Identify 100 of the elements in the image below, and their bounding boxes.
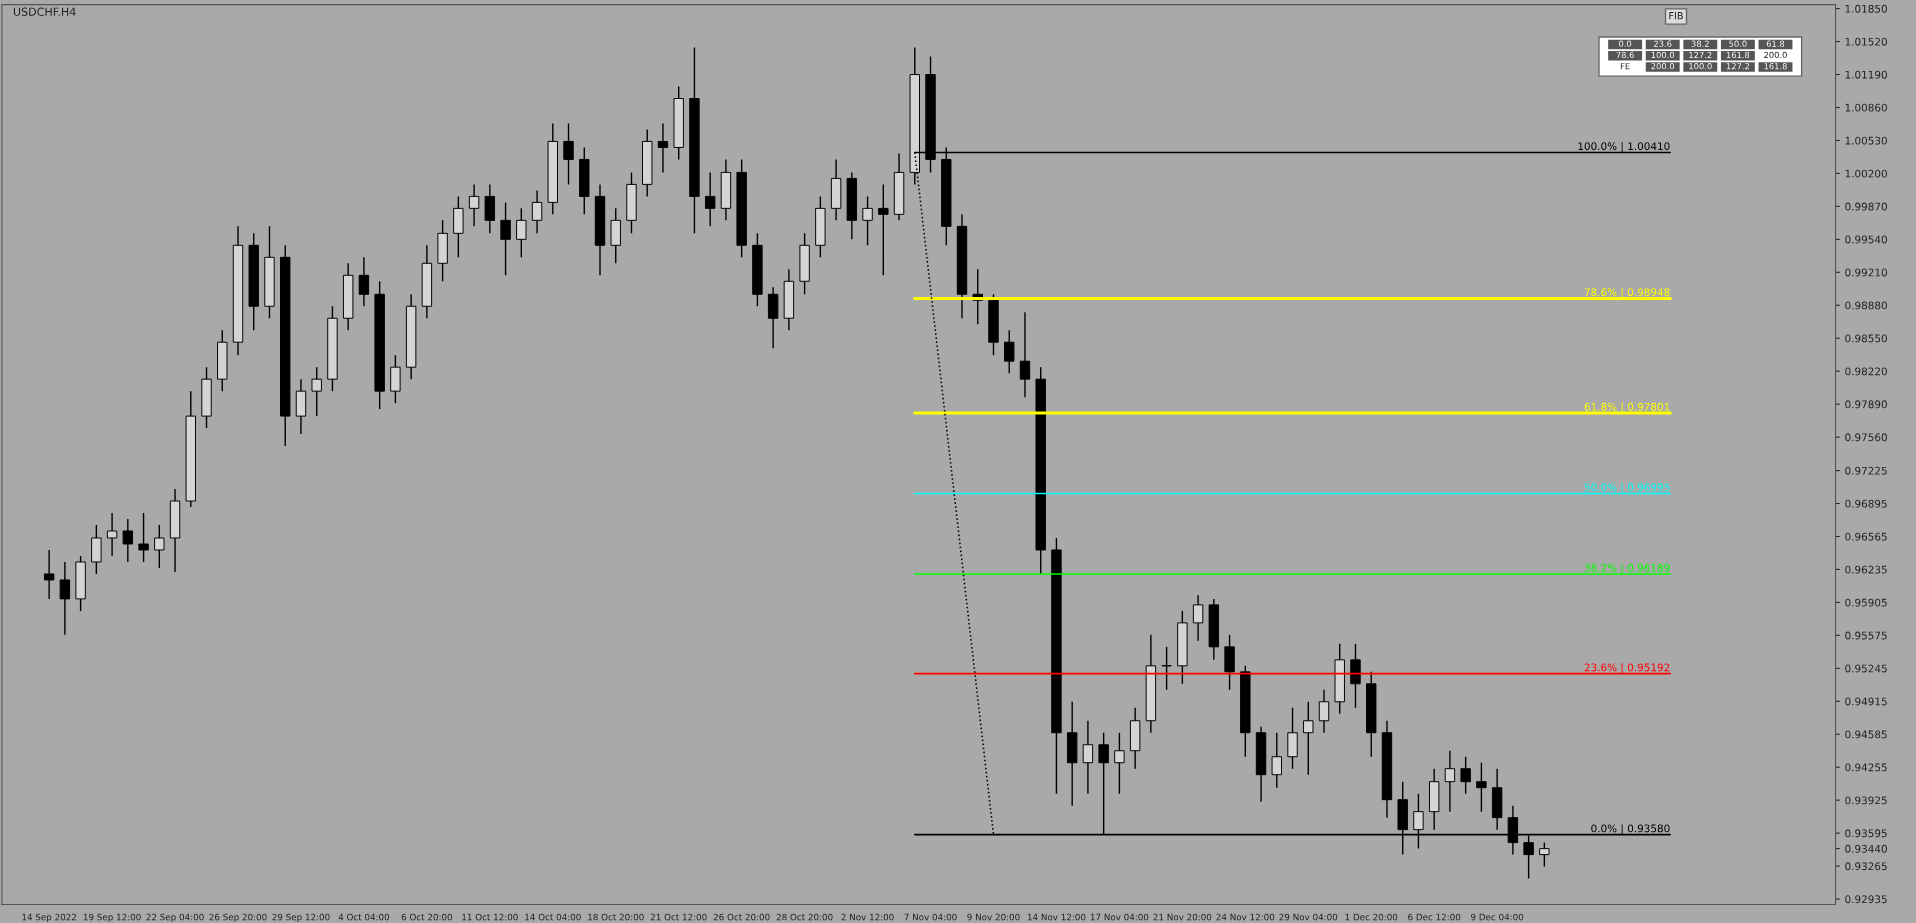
annotation: FIB	[1669, 12, 1683, 20]
y-tick-label: 0.94915	[1845, 697, 1887, 706]
x-tick-label: 14 Sep 2022	[22, 913, 76, 923]
candlestick	[106, 512, 118, 557]
x-tick-label: 21 Nov 20:00	[1153, 913, 1212, 921]
annotation: 100.0	[1689, 63, 1712, 70]
y-tick-label: 0.97890	[1845, 400, 1887, 409]
candlestick	[91, 524, 102, 575]
candlestick	[59, 561, 71, 636]
candlestick	[657, 122, 669, 174]
y-tick-label: 1.00200	[1845, 169, 1887, 178]
candlestick	[1287, 707, 1298, 770]
y-tick-label: 1.01520	[1845, 37, 1887, 46]
series-label: 100.0% | 1.00410	[1578, 142, 1670, 153]
annotation: 161.8	[1726, 51, 1750, 59]
candlestick	[1004, 329, 1015, 374]
annotation: 61.8	[1766, 40, 1785, 47]
candlestick	[1192, 594, 1204, 642]
candlestick	[500, 201, 511, 276]
candlestick	[311, 366, 322, 417]
x-tick-label: 29 Nov 04:00	[1279, 913, 1338, 921]
y-tick-label: 0.93925	[1845, 796, 1887, 805]
candlestick	[767, 286, 779, 349]
y-tick-label: 1.00530	[1845, 136, 1887, 145]
chart-title: USDCHF.H4	[13, 7, 76, 16]
candlestick	[1161, 646, 1172, 691]
y-tick-label: 0.93440	[1845, 844, 1887, 853]
candlestick	[516, 207, 527, 259]
y-tick-label: 1.01190	[1845, 70, 1887, 79]
y-tick-label: 0.99210	[1845, 268, 1887, 277]
x-tick-label: 2 Nov 12:00	[841, 913, 894, 921]
candlestick	[1476, 762, 1487, 813]
x-tick-label: 9 Dec 04:00	[1471, 913, 1524, 921]
candlestick	[878, 183, 889, 276]
candlestick	[122, 518, 134, 563]
x-tick-label: 26 Sep 20:00	[209, 913, 267, 923]
x-tick-label: 7 Nov 04:00	[904, 913, 957, 921]
y-tick-label: 0.92935	[1845, 895, 1887, 904]
annotation: 127.2	[1726, 63, 1749, 70]
candlestick	[1444, 750, 1456, 813]
candlestick	[154, 524, 165, 569]
y-tick-label: 1.00860	[1845, 103, 1887, 112]
annotation: 161.8	[1764, 63, 1787, 70]
series-label: 0.0% | 0.93580	[1591, 824, 1670, 835]
y-tick-label: 0.96895	[1845, 499, 1887, 508]
annotation: 38.2	[1691, 40, 1709, 47]
y-tick-label: 0.95905	[1845, 598, 1887, 607]
x-tick-label: 19 Sep 12:00	[83, 913, 141, 923]
x-tick-label: 9 Nov 20:00	[967, 913, 1020, 921]
candlestick	[43, 549, 55, 600]
x-tick-label: 22 Sep 04:00	[146, 913, 204, 923]
y-tick-label: 0.96235	[1845, 565, 1887, 574]
x-tick-label: 17 Nov 04:00	[1090, 913, 1149, 921]
x-tick-label: 11 Oct 12:00	[462, 913, 518, 921]
candlestick	[468, 183, 480, 228]
candlestick	[1019, 311, 1031, 398]
candlestick	[862, 195, 873, 247]
candlestick	[1271, 732, 1282, 789]
candlestick	[1082, 720, 1094, 795]
y-tick-label: 0.98220	[1845, 367, 1887, 376]
y-tick-label: 0.98880	[1845, 301, 1887, 310]
candlestick	[1318, 689, 1330, 734]
annotation: 0.0	[1619, 40, 1632, 47]
candlestick	[1539, 841, 1550, 868]
y-tick-label: 0.94585	[1845, 730, 1887, 739]
y-tick-label: 0.97225	[1845, 466, 1887, 475]
candlestick	[531, 189, 543, 235]
y-tick-label: 0.98550	[1845, 334, 1887, 343]
x-tick-label: 14 Oct 04:00	[525, 913, 581, 921]
y-tick-label: 0.95575	[1845, 631, 1887, 640]
candlestick	[1303, 701, 1314, 776]
y-tick-label: 0.93595	[1845, 829, 1887, 838]
y-tick-label: 0.99870	[1845, 202, 1887, 211]
series-label: 38.2% | 0.96189	[1584, 563, 1670, 575]
x-tick-label: 24 Nov 12:00	[1216, 913, 1275, 921]
candlestick	[1350, 643, 1361, 709]
y-tick-label: 0.95245	[1845, 664, 1887, 673]
candlestick	[484, 183, 496, 235]
y-tick-label: 0.94255	[1845, 763, 1887, 772]
candlestick	[563, 122, 574, 186]
x-tick-label: 28 Oct 20:00	[776, 913, 833, 921]
x-tick-label: 6 Oct 20:00	[401, 913, 453, 921]
candlestick	[1460, 756, 1471, 795]
y-tick-label: 0.99540	[1845, 235, 1887, 244]
x-tick-label: 29 Sep 12:00	[272, 913, 330, 923]
annotation: 78.6	[1616, 51, 1634, 59]
candlestick	[704, 171, 716, 228]
y-tick-label: 1.01850	[1845, 4, 1887, 13]
annotation: FE	[1620, 63, 1630, 70]
x-tick-label: 18 Oct 20:00	[588, 913, 644, 921]
annotation: 200.0	[1651, 63, 1675, 70]
x-tick-label: 4 Oct 04:00	[338, 913, 390, 921]
y-tick-label: 0.97560	[1845, 433, 1887, 442]
series-label: 50.0% | 0.96995	[1584, 483, 1670, 494]
series-label: 23.6% | 0.95192	[1584, 663, 1670, 674]
candlestick	[1114, 732, 1125, 795]
candlestick	[390, 354, 401, 404]
x-tick-label: 1 Dec 20:00	[1345, 913, 1398, 921]
candlestick	[358, 256, 370, 307]
x-tick-label: 14 Nov 12:00	[1027, 913, 1086, 921]
